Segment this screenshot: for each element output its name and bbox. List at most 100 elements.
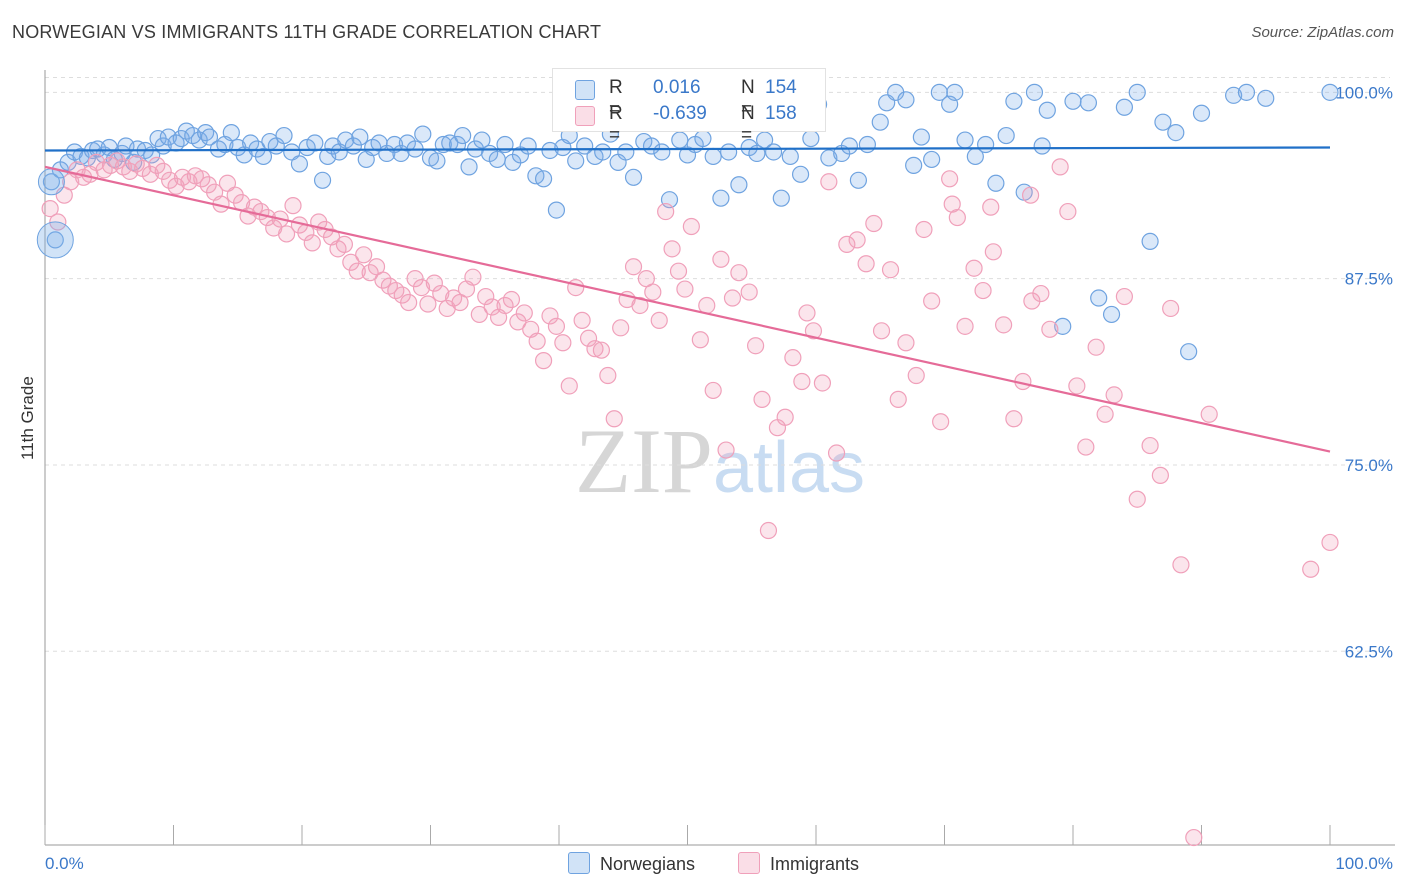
norwegians-point [428, 152, 446, 170]
immigrants-point [717, 441, 735, 459]
immigrants-point [848, 231, 866, 249]
immigrants-point [923, 292, 941, 310]
norwegians-point [37, 168, 65, 196]
immigrants-point [534, 352, 553, 370]
n-label: N = [741, 103, 755, 146]
immigrants-point [1141, 436, 1159, 455]
norwegians-point [306, 134, 324, 152]
norwegians-point [1102, 305, 1121, 324]
immigrants-point [941, 170, 959, 188]
immigrants-point [865, 214, 883, 233]
x-tick-label: 100.0% [1335, 854, 1393, 873]
immigrants-point [1021, 186, 1040, 204]
norwegians-point [567, 152, 585, 170]
immigrants-trendline [44, 165, 1331, 453]
norwegians-point [1192, 104, 1211, 122]
norwegians-point [1321, 83, 1339, 101]
watermark-atlas: atlas [713, 428, 865, 508]
immigrants-point [698, 296, 716, 315]
immigrants-legend-swatch [738, 852, 760, 874]
norwegians-point [1237, 83, 1256, 101]
norwegians-point [871, 113, 889, 131]
immigrants-point [528, 332, 546, 350]
immigrants-point [838, 235, 856, 253]
immigrants-point [560, 377, 578, 395]
norwegians-point [36, 221, 74, 259]
immigrants-point [599, 366, 617, 385]
immigrants-point [218, 174, 237, 192]
chart-title: NORWEGIAN VS IMMIGRANTS 11TH GRADE CORRE… [12, 22, 602, 42]
norwegians-point [473, 131, 491, 149]
immigrants-point [897, 334, 915, 352]
immigrants-point [1185, 828, 1203, 847]
norwegians-point [547, 201, 566, 219]
immigrants-point [1068, 377, 1086, 395]
immigrants-point [180, 173, 198, 191]
norwegians-point [923, 150, 941, 169]
immigrants-point [1128, 490, 1146, 508]
immigrants-point [915, 220, 933, 239]
norwegians-point [414, 125, 432, 143]
immigrants-point [193, 170, 211, 188]
immigrants-point [1051, 158, 1069, 176]
immigrants-point [663, 240, 681, 258]
immigrants-point [1105, 386, 1123, 404]
norwegians-point [977, 135, 995, 154]
y-axis-title: 11th Grade [18, 376, 37, 460]
immigrants-point [515, 304, 533, 322]
immigrants-point [483, 298, 501, 316]
immigrants-point [682, 217, 700, 236]
immigrants-point [872, 322, 891, 340]
immigrants-point [374, 271, 392, 289]
norwegians-point [624, 168, 643, 186]
norwegians-point [534, 170, 553, 188]
norwegians-point [460, 158, 478, 176]
immigrants-point [793, 372, 811, 391]
norwegians-point [1038, 101, 1056, 119]
norwegians-point [351, 128, 369, 146]
immigrants-point [509, 313, 527, 331]
immigrants-point [148, 156, 166, 174]
immigrants-point [470, 305, 488, 324]
x-tick-label: 0.0% [45, 854, 84, 873]
legend-item-immigrants[interactable]: Immigrants [738, 852, 859, 875]
immigrants-point [747, 337, 765, 355]
legend-item-norwegians[interactable]: Norwegians [568, 852, 695, 875]
immigrants-point [284, 197, 302, 215]
norwegians-point [290, 155, 309, 173]
immigrants-point [759, 521, 778, 540]
norwegians-point [1079, 94, 1098, 112]
norwegians-point [956, 131, 974, 149]
immigrants-point [730, 264, 748, 282]
norwegians-point [1090, 289, 1108, 307]
immigrants-point [1115, 287, 1134, 306]
immigrants-point [496, 296, 514, 315]
immigrants-point [554, 334, 572, 352]
norwegians-point [946, 83, 964, 101]
immigrants-point [1059, 202, 1077, 221]
norwegians-point [283, 143, 301, 161]
immigrants-point [592, 341, 611, 359]
norwegians-point [849, 171, 868, 189]
norwegians-point [313, 171, 332, 189]
immigrants-point [798, 304, 816, 322]
immigrants-point [432, 284, 450, 303]
immigrants-point [984, 243, 1002, 261]
immigrants-point [586, 340, 604, 358]
norwegians-point [1128, 83, 1146, 101]
norwegians-point [1154, 113, 1172, 131]
immigrants-point [956, 317, 974, 335]
watermark: ZIPatlas [575, 410, 865, 512]
immigrants-point [1005, 410, 1023, 428]
norwegians-point [275, 126, 293, 145]
immigrants-point [657, 202, 675, 221]
immigrants-point [907, 366, 925, 385]
norwegians-point [720, 143, 738, 161]
immigrants-point [547, 317, 566, 335]
r-value: -0.639 [653, 103, 707, 124]
immigrants-point [965, 259, 983, 277]
norwegians-point [42, 173, 61, 191]
norwegians-point [454, 126, 472, 145]
immigrants-point [1151, 466, 1169, 484]
immigrants-point [723, 289, 742, 307]
